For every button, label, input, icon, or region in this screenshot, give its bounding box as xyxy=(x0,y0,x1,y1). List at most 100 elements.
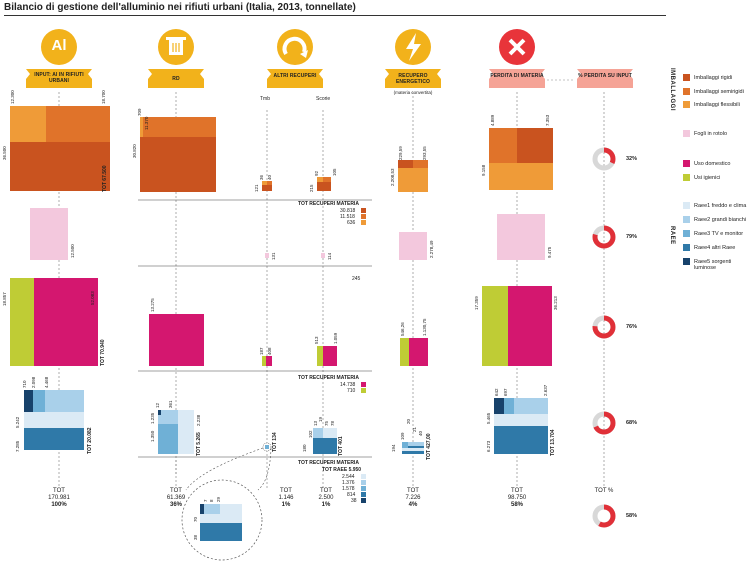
total-pct: TOT % xyxy=(594,488,614,494)
lbl: 102 xyxy=(308,430,313,438)
legend-label: Raee3 TV e monitor xyxy=(694,231,744,237)
scorie-raee-block xyxy=(313,428,337,454)
tmb-tot: TOT 134 xyxy=(272,432,278,452)
lbl: 38 xyxy=(193,534,198,540)
lbl: 36 xyxy=(259,174,264,180)
lbl: 513 xyxy=(314,336,319,344)
energetico-domestico-block xyxy=(400,338,428,366)
al-icon xyxy=(41,29,77,65)
lbl: 2.278,49 xyxy=(429,240,434,258)
lbl: 18.857 xyxy=(2,292,7,306)
lbl: 642 xyxy=(494,388,499,396)
legend-swatch xyxy=(683,101,690,108)
lbl: 2.208,53 xyxy=(390,168,395,186)
lbl: 13.275 xyxy=(150,298,155,312)
donut-value-p3 xyxy=(592,315,616,339)
lbl: 38 xyxy=(351,498,357,504)
lbl: 814 xyxy=(347,492,356,498)
lbl: 194 xyxy=(391,444,396,452)
legend-swatch xyxy=(683,174,690,181)
lbl: 9.158 xyxy=(481,164,486,176)
input-raee-block xyxy=(24,390,84,450)
lbl: 7.353 xyxy=(545,114,550,126)
lbl: 11.518 xyxy=(340,214,355,220)
lbl: 6.273 xyxy=(486,440,491,452)
lbl: 52.083 xyxy=(90,291,95,305)
lbl: 546,26 xyxy=(400,322,405,336)
legend-swatch xyxy=(683,160,690,167)
scorie-domestico-block xyxy=(317,346,337,366)
close-cross-icon xyxy=(499,29,535,65)
input-imballaggi-block xyxy=(10,106,110,191)
scorie-imballaggi-block xyxy=(317,177,331,191)
legend-label: Raee1 freddo e clima xyxy=(694,203,747,209)
rd-tot: TOT 5.265 xyxy=(196,432,202,456)
lbl: 1.235 xyxy=(150,412,155,424)
lbl: 18.700 xyxy=(101,90,106,104)
title-divider xyxy=(4,15,666,16)
lbl: 30.820 xyxy=(132,144,137,158)
lbl: 40 xyxy=(267,174,272,180)
lbl: 1.350 xyxy=(150,430,155,442)
legend-label: Imballaggi semirigidi xyxy=(694,89,744,95)
recuperi-swatches xyxy=(361,208,366,503)
recuperi-title-3: TOT RECUPERI MATERIA xyxy=(298,460,359,466)
legend-label: Fogli in rotolo xyxy=(694,131,728,137)
lbl: 21 xyxy=(412,426,417,432)
pct-1: 32% xyxy=(626,156,638,162)
energetico-imballaggi-block xyxy=(398,160,428,192)
lbl: 7.285 xyxy=(15,440,20,452)
lbl: 5.465 xyxy=(486,412,491,424)
pct-3: 76% xyxy=(626,324,638,330)
lbl: 11.370 xyxy=(144,116,149,130)
lbl: 4.889 xyxy=(490,114,495,126)
rd-raee-block xyxy=(158,410,194,454)
lbl: 36.500 xyxy=(2,146,7,160)
donut-value-p5 xyxy=(592,504,616,528)
lbl: 9.475 xyxy=(547,246,552,258)
header-energetico-sub: (materia convertita) xyxy=(393,90,433,95)
legend-label: Raee2 grandi bianchi xyxy=(694,217,746,223)
lbl: 710 xyxy=(347,388,356,394)
section-rules xyxy=(138,199,372,458)
lbl: 109 xyxy=(400,432,405,440)
energetico-fogli-block xyxy=(399,232,427,260)
legend-imballaggi-title: IMBALLAGGI xyxy=(669,68,675,111)
lbl: 1.130,75 xyxy=(422,318,427,336)
lbl: 245 xyxy=(352,276,361,282)
lbl: 5.242 xyxy=(15,416,20,428)
energetico-raee-block xyxy=(402,442,424,454)
lbl: 19 xyxy=(318,416,323,422)
legend-label: Usi igienici xyxy=(694,175,721,181)
input-tot2: TOT 70.940 xyxy=(100,339,106,366)
lbl: 36.213 xyxy=(553,296,558,310)
legend-label: Imballaggi flessibili xyxy=(694,102,740,108)
lbl: 12.500 xyxy=(70,244,75,258)
header-pct-perdita: % PERDITA SU INPUT xyxy=(578,73,632,79)
lbl: 187 xyxy=(259,347,264,355)
lbl: 697 xyxy=(503,388,508,396)
input-domestico-block xyxy=(10,278,98,366)
lbl: 17.359 xyxy=(474,296,479,310)
perdita-tot: TOT 13.704 xyxy=(550,429,556,456)
lbl: 8 xyxy=(209,499,214,502)
pct-5: 58% xyxy=(626,513,638,519)
legend-label: Uso domestico xyxy=(694,161,731,167)
perdita-fogli-block xyxy=(497,214,545,260)
total-input: TOT 170.981 100% xyxy=(48,488,70,508)
lbl: 180 xyxy=(302,444,307,452)
legend-swatch xyxy=(683,202,690,209)
lbl: 636 xyxy=(347,220,356,226)
legend-swatch xyxy=(683,216,690,223)
lbl: 2.098 xyxy=(31,376,36,388)
perdita-raee-block xyxy=(494,398,548,454)
lbl: 229,59 xyxy=(398,146,403,160)
header-input: INPUT: AI IN RIFIUTI URBANI xyxy=(34,72,84,84)
total-rd: TOT 61.369 36% xyxy=(166,488,186,508)
lbl: 114 xyxy=(327,252,332,260)
perdita-imballaggi-block xyxy=(489,128,553,190)
legend-swatch xyxy=(683,130,690,137)
lbl: 2.637 xyxy=(543,384,548,396)
lbl: 75 xyxy=(324,420,329,426)
tmb-raee-zoom xyxy=(181,442,272,561)
